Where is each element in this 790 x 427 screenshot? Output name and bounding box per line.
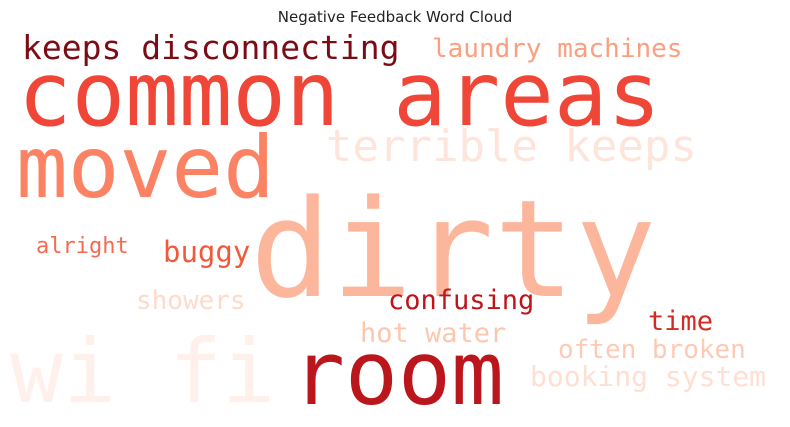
cloud-word-booking-system: booking system <box>530 359 767 393</box>
chart-title: Negative Feedback Word Cloud <box>277 8 513 26</box>
cloud-word-wi-fi: wi fi <box>10 319 275 423</box>
cloud-word-time: time <box>648 306 714 338</box>
cloud-word-hot-water: hot water <box>360 318 507 350</box>
cloud-word-laundry-machines: laundry machines <box>432 34 683 65</box>
cloud-word-common-areas: common areas <box>18 41 661 146</box>
cloud-word-confusing: confusing <box>388 285 535 317</box>
cloud-word-often-broken: often broken <box>558 335 746 366</box>
cloud-word-dirty: dirty <box>250 171 657 328</box>
cloud-word-alright: alright <box>36 234 129 260</box>
cloud-word-room: room <box>292 321 504 425</box>
cloud-word-showers: showers <box>136 286 246 317</box>
cloud-word-keeps-disconnecting: keeps disconnecting <box>22 27 400 67</box>
cloud-word-buggy: buggy <box>163 234 251 269</box>
cloud-word-terrible-keeps: terrible keeps <box>326 120 697 172</box>
cloud-word-moved: moved <box>16 118 275 219</box>
